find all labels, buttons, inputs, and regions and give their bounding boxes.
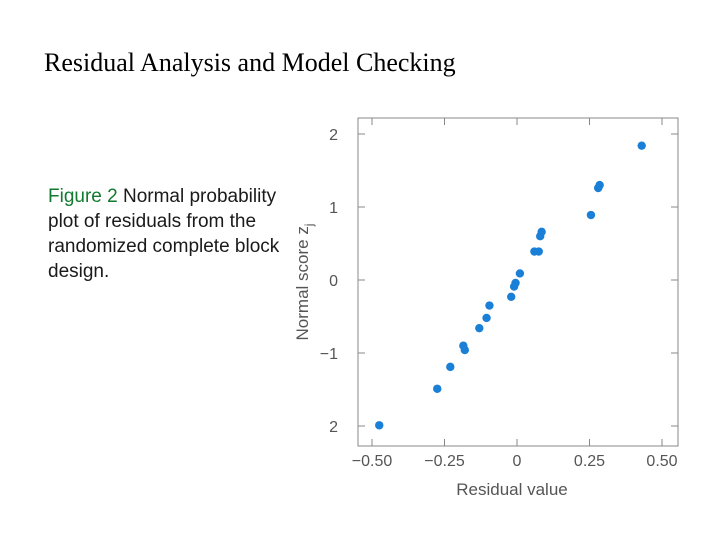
y-tick-label-1: 1 bbox=[329, 200, 338, 217]
x-tick-label-1: −0.25 bbox=[424, 453, 465, 470]
slide-title: Residual Analysis and Model Checking bbox=[44, 48, 456, 77]
data-point-7 bbox=[485, 301, 494, 310]
y-axis-label: Normal score zj bbox=[293, 224, 316, 341]
data-point-1 bbox=[433, 384, 442, 393]
figure-label: Figure 2 bbox=[48, 186, 118, 207]
y-axis-label-main: Normal score z bbox=[293, 226, 312, 340]
x-axis-ticks: −0.50 −0.25 0 0.25 0.50 bbox=[352, 118, 678, 470]
y-axis-label-subscript: j bbox=[302, 224, 316, 228]
data-point-15 bbox=[537, 227, 546, 237]
data-point-16 bbox=[586, 210, 596, 220]
y-axis-ticks: 2 1 0 −1 2 bbox=[320, 127, 678, 436]
x-tick-label-0: −0.50 bbox=[352, 453, 393, 470]
y-tick-label-3: −1 bbox=[320, 346, 338, 363]
data-point-8 bbox=[507, 292, 516, 301]
data-point-18 bbox=[595, 180, 604, 190]
data-point-2 bbox=[446, 362, 455, 372]
x-tick-label-3: 0.25 bbox=[574, 453, 605, 470]
x-tick-label-4: 0.50 bbox=[646, 453, 677, 470]
figure-caption: Figure 2 Normal probability plot of resi… bbox=[48, 184, 288, 284]
data-point-11 bbox=[515, 269, 525, 278]
data-point-13 bbox=[534, 247, 543, 256]
data-point-10 bbox=[511, 278, 520, 288]
x-axis-label: Residual value bbox=[456, 480, 568, 499]
y-tick-label-0: 2 bbox=[329, 127, 338, 144]
y-tick-label-2: 0 bbox=[329, 273, 338, 290]
data-point-19 bbox=[637, 141, 646, 150]
data-point-6 bbox=[482, 313, 491, 323]
plot-frame bbox=[357, 117, 679, 447]
normal-probability-plot: −0.50 −0.25 0 0.25 0.50 2 1 0 −1 2 Residual valu… bbox=[293, 117, 679, 499]
data-point-0 bbox=[375, 421, 384, 430]
data-point-5 bbox=[475, 323, 484, 333]
figure-caption-text: Normal probability plot of residuals fro… bbox=[48, 186, 280, 282]
y-tick-label-4: 2 bbox=[329, 419, 338, 436]
data-points bbox=[375, 141, 646, 430]
data-point-4 bbox=[460, 345, 469, 355]
x-tick-label-2: 0 bbox=[513, 453, 522, 470]
